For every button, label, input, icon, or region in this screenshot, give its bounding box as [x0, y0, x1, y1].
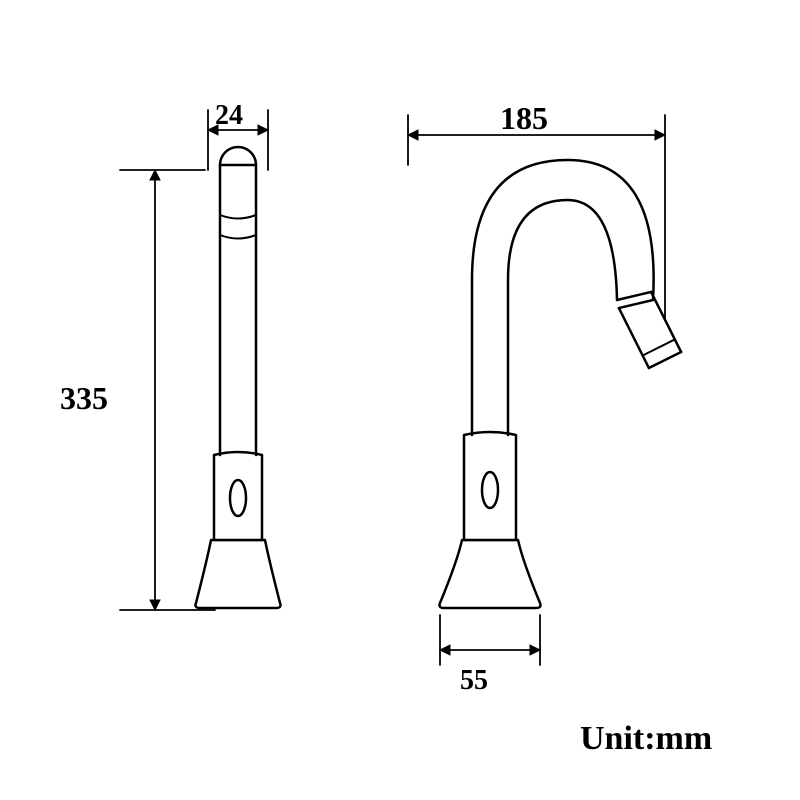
- dim-label-335: 335: [60, 380, 108, 417]
- unit-label: Unit:mm: [580, 720, 712, 758]
- dim-label-24: 24: [215, 100, 243, 132]
- dim-label-185: 185: [500, 100, 548, 137]
- dim-label-55: 55: [460, 665, 488, 697]
